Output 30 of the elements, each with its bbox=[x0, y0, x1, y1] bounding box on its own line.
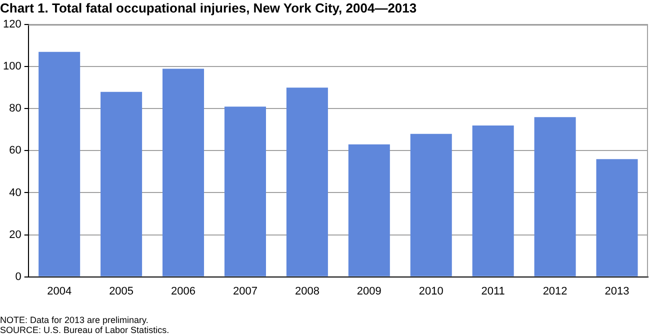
text: NOTE: Data for 2013 are preliminary. bbox=[0, 315, 148, 325]
bar bbox=[348, 144, 390, 276]
y-tick-label: 100 bbox=[2, 60, 22, 73]
bar bbox=[596, 159, 638, 276]
x-tick-label: 2009 bbox=[356, 285, 382, 298]
x-tick-label: 2010 bbox=[418, 285, 444, 298]
bar bbox=[100, 92, 142, 276]
source-note: SOURCE: U.S. Bureau of Labor Statistics. bbox=[0, 325, 170, 335]
y-tick-label: 20 bbox=[9, 228, 22, 241]
bar bbox=[38, 52, 80, 276]
bar bbox=[410, 134, 452, 276]
chart-title: Chart 1. Total fatal occupational injuries, New York City, 2004—2013 bbox=[0, 0, 417, 16]
x-tick-label: 2011 bbox=[481, 285, 505, 298]
x-tick-label: 2004 bbox=[47, 285, 72, 298]
y-tick-label: 0 bbox=[15, 270, 22, 283]
bar bbox=[162, 68, 204, 276]
bar bbox=[224, 106, 266, 276]
x-tick-label: 2008 bbox=[294, 285, 320, 298]
x-tick-label: 2005 bbox=[109, 285, 134, 298]
y-tick-label: 120 bbox=[2, 18, 22, 31]
x-tick-label: 2013 bbox=[604, 285, 630, 298]
bar bbox=[472, 125, 514, 276]
bar bbox=[534, 117, 576, 276]
x-tick-label: 2007 bbox=[232, 285, 258, 298]
x-tick-label: 2012 bbox=[542, 285, 568, 298]
y-tick-label: 60 bbox=[9, 144, 22, 157]
y-tick-label: 80 bbox=[9, 102, 22, 115]
bar bbox=[286, 88, 328, 276]
x-tick-label: 2006 bbox=[171, 285, 196, 298]
y-tick-label: 40 bbox=[9, 186, 22, 199]
